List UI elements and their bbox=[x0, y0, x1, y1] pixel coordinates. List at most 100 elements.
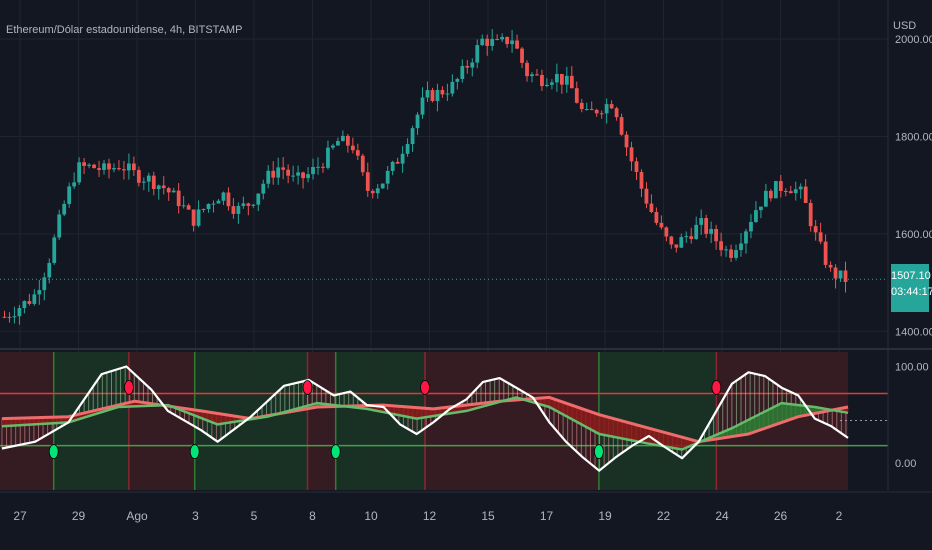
candle-body bbox=[22, 301, 27, 309]
candle-body bbox=[261, 183, 266, 194]
cloud-segment bbox=[657, 430, 662, 446]
candle-body bbox=[341, 135, 345, 142]
cloud-segment bbox=[661, 431, 666, 446]
candle-body bbox=[510, 40, 514, 45]
candle-body bbox=[818, 232, 823, 242]
candle-body bbox=[530, 74, 534, 77]
cloud-segment bbox=[740, 424, 745, 436]
candle-body bbox=[594, 109, 599, 114]
cloud-segment bbox=[736, 426, 741, 436]
cloud-segment bbox=[765, 411, 770, 429]
buy-signal-marker bbox=[189, 444, 200, 460]
candle-body bbox=[241, 203, 246, 206]
cloud-segment bbox=[756, 415, 762, 432]
cloud-segment bbox=[566, 403, 571, 417]
cloud-segment bbox=[794, 404, 799, 419]
candle-body bbox=[176, 190, 181, 207]
cloud-segment bbox=[586, 410, 592, 428]
cloud-segment bbox=[391, 405, 397, 414]
cloud-segment bbox=[615, 419, 621, 438]
time-tick-label: 22 bbox=[657, 509, 671, 523]
candle-body bbox=[485, 38, 490, 46]
candle-body bbox=[82, 162, 86, 166]
cloud-segment bbox=[731, 428, 737, 437]
candle-body bbox=[754, 210, 758, 222]
candle-body bbox=[659, 222, 664, 228]
last-price-badge[interactable]: 1507.10 03:44:17 bbox=[891, 264, 932, 312]
candle-body bbox=[559, 73, 564, 85]
candle-body bbox=[107, 163, 111, 170]
cloud-segment bbox=[536, 398, 542, 404]
cloud-segment bbox=[72, 415, 78, 422]
candle-body bbox=[316, 166, 320, 168]
cloud-segment bbox=[238, 416, 243, 422]
candle-body bbox=[410, 128, 415, 145]
time-tick-label: 29 bbox=[72, 509, 86, 523]
candle-body bbox=[520, 48, 524, 63]
candle-body bbox=[236, 205, 241, 214]
time-tick-label: 27 bbox=[13, 509, 27, 523]
price-tick-label: 2000.00 bbox=[895, 34, 932, 46]
candle-body bbox=[196, 209, 201, 226]
buy-signal-marker bbox=[330, 444, 341, 460]
candle-body bbox=[639, 171, 644, 189]
candle-body bbox=[535, 74, 539, 76]
candle-body bbox=[231, 206, 236, 214]
candle-body bbox=[355, 150, 360, 156]
candle-body bbox=[490, 38, 495, 46]
candle-body bbox=[440, 90, 445, 95]
last-price: 1507.10 bbox=[891, 270, 931, 282]
cloud-segment bbox=[433, 408, 438, 417]
cloud-segment bbox=[541, 398, 546, 405]
candle-body bbox=[281, 167, 286, 170]
candle-body bbox=[181, 205, 186, 207]
candle-body bbox=[311, 167, 315, 175]
cloud-segment bbox=[570, 404, 575, 419]
candle-body bbox=[609, 104, 614, 109]
candle-body bbox=[749, 221, 753, 232]
candle-body bbox=[574, 88, 579, 103]
candle-body bbox=[430, 90, 435, 102]
cloud-segment bbox=[474, 404, 480, 409]
candle-body bbox=[569, 75, 574, 89]
cloud-segment bbox=[454, 406, 459, 413]
candle-body bbox=[505, 36, 509, 45]
candle-body bbox=[629, 147, 634, 162]
cloud-segment bbox=[441, 407, 447, 415]
price-tick-label: 1800.00 bbox=[895, 131, 932, 143]
candle-body bbox=[550, 82, 554, 85]
candle-body bbox=[525, 62, 529, 77]
candle-body bbox=[664, 227, 669, 237]
candle-body bbox=[7, 316, 12, 318]
cloud-segment bbox=[43, 417, 49, 424]
candle-body bbox=[495, 38, 500, 40]
time-tick-label: 15 bbox=[481, 509, 495, 523]
cloud-segment bbox=[10, 418, 15, 426]
cloud-segment bbox=[366, 405, 372, 409]
bull-zone bbox=[335, 352, 425, 490]
candle-body bbox=[764, 190, 768, 207]
fast-average-line bbox=[1, 396, 849, 451]
cloud-segment bbox=[719, 433, 724, 439]
candle-body bbox=[131, 163, 136, 171]
cloud-segment bbox=[773, 407, 778, 426]
candle-body bbox=[768, 190, 773, 199]
cloud-segment bbox=[603, 415, 608, 435]
time-tick-label: 24 bbox=[715, 509, 729, 523]
candle-body bbox=[345, 135, 350, 146]
cloud-segment bbox=[76, 414, 82, 420]
oscillator-tick-label: 100.00 bbox=[895, 361, 929, 373]
candle-body bbox=[77, 162, 82, 183]
cloud-segment bbox=[205, 411, 210, 420]
time-tick-label: 3 bbox=[192, 509, 199, 523]
cloud-segment bbox=[470, 404, 476, 410]
cloud-segment bbox=[420, 407, 426, 418]
candle-body bbox=[649, 203, 654, 213]
candle-body bbox=[122, 169, 126, 171]
cloud-segment bbox=[371, 405, 376, 410]
candle-body bbox=[634, 161, 639, 172]
cloud-segment bbox=[192, 409, 198, 415]
candle-body bbox=[455, 78, 460, 82]
candle-body bbox=[127, 163, 131, 171]
